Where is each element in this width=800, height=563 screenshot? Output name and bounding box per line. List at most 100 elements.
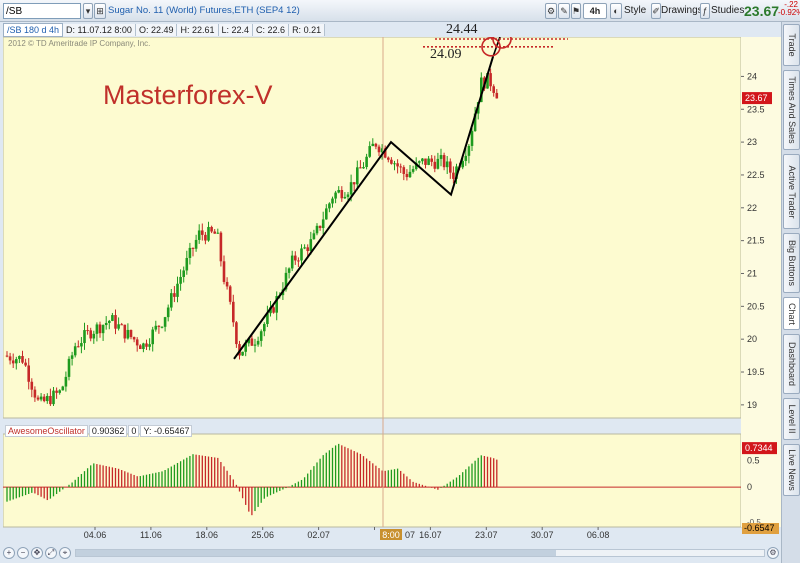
instrument-description: Sugar No. 11 (World) Futures,ETH (SEP4 1… <box>108 5 300 16</box>
osc-min-label: -0.6547 <box>744 523 775 533</box>
fit-icon[interactable]: ⤢ <box>45 547 57 559</box>
candle-body <box>232 301 235 323</box>
candle-body <box>442 155 446 168</box>
oscillator-pane <box>3 433 742 528</box>
candle-body <box>445 161 449 168</box>
candle-body <box>216 232 220 234</box>
candle-body <box>374 143 378 147</box>
studies-menu[interactable]: Studies <box>711 5 745 16</box>
candle-body <box>312 233 316 240</box>
chart-symbol-period[interactable]: /SB 180 d 4h <box>3 23 64 37</box>
drawings-menu[interactable]: Drawings <box>661 5 703 16</box>
tab-times-and-sales[interactable]: Times And Sales <box>783 70 800 150</box>
flag-icon[interactable]: ⚑ <box>571 3 581 19</box>
y-tick-label: 20 <box>747 334 757 344</box>
candle-body <box>157 325 161 327</box>
price-chart[interactable]: 19 19.5 20 20.5 21 21.5 22 22.5 23 23.5 24 23.67 04.… <box>3 37 781 542</box>
net-change-value: -.22 <box>784 0 798 9</box>
candle-body <box>163 317 167 327</box>
chart-info-bar: /SB 180 d 4h D: 11.07.12 8:00 O: 22.49 H: 2… <box>3 23 743 37</box>
copyright-text: 2012 © TD Ameritrade IP Company, Inc. <box>8 39 151 48</box>
drawings-icon[interactable]: ✐ <box>651 3 661 19</box>
style-menu[interactable]: Style <box>624 5 647 16</box>
candle-body <box>489 73 492 87</box>
candle-body <box>334 192 337 199</box>
tab-label: Big Buttons <box>786 239 797 287</box>
link-icon[interactable]: ⊞ <box>94 3 106 19</box>
candle-body <box>114 315 117 329</box>
candle-body <box>390 159 393 164</box>
crosshair-icon[interactable]: ⌖ <box>59 547 71 559</box>
pencil-icon[interactable]: ✎ <box>558 3 570 19</box>
scrollbar-thumb[interactable] <box>76 550 556 556</box>
tab-label: Chart <box>786 302 797 325</box>
candle-body <box>24 362 27 366</box>
tab-trade[interactable]: Trade <box>783 24 800 66</box>
tab-big-buttons[interactable]: Big Buttons <box>783 233 800 293</box>
candle-body <box>148 344 151 347</box>
x-tick-label: 06.08 <box>587 530 610 540</box>
symbol-input[interactable] <box>3 3 81 19</box>
candle-body <box>18 356 21 360</box>
candle-body <box>452 172 455 179</box>
candle-body <box>359 167 362 169</box>
candle-body <box>222 261 226 282</box>
candle-body <box>340 189 344 199</box>
tab-label: Live News <box>786 449 797 491</box>
candle-body <box>197 230 201 240</box>
zoom-out-icon[interactable]: − <box>17 547 29 559</box>
studies-icon[interactable]: ƒ <box>700 3 710 19</box>
candle-body <box>126 329 130 339</box>
candle-body <box>120 324 123 326</box>
settings-icon[interactable]: ⚙ <box>767 547 779 559</box>
style-icon[interactable]: ◐ <box>610 3 622 19</box>
candle-body <box>371 143 375 147</box>
candle-body <box>250 338 254 346</box>
candle-body <box>228 286 232 302</box>
upper-level-label: 24.44 <box>446 22 478 37</box>
tab-active-trader[interactable]: Active Trader <box>783 154 800 229</box>
last-price: 23.67 <box>744 3 780 19</box>
candle-body <box>433 161 437 169</box>
gear-icon[interactable]: ⚙ <box>545 3 557 19</box>
candle-body <box>492 86 495 93</box>
main-price-pane <box>3 37 742 419</box>
tab-live-news[interactable]: Live News <box>783 444 800 496</box>
y-tick-label: 20.5 <box>747 301 765 311</box>
candle-body <box>142 343 145 350</box>
candle-body <box>49 395 52 405</box>
last-price-badge-label: 23.67 <box>745 93 768 103</box>
tab-level-ii[interactable]: Level II <box>783 398 800 440</box>
candle-body <box>92 333 96 339</box>
osc-pane-bg <box>3 433 742 528</box>
oscillator-name[interactable]: AwesomeOscillator <box>5 425 88 437</box>
candle-body <box>387 157 390 160</box>
x-tick-label: 02.07 <box>307 530 330 540</box>
candle-body <box>405 173 409 178</box>
pan-icon[interactable]: ✥ <box>31 547 43 559</box>
upper-level-circle <box>492 37 512 49</box>
candle-body <box>182 270 185 277</box>
tab-chart[interactable]: Chart <box>783 297 800 330</box>
candle-body <box>33 389 37 398</box>
watermark-text: Masterforex-V <box>103 80 273 110</box>
pct-change-value: -0.92% <box>778 8 800 17</box>
candle-body <box>315 225 319 234</box>
candle-body <box>70 355 74 359</box>
candle-body <box>104 322 108 326</box>
candle-body <box>297 260 300 262</box>
candle-body <box>253 344 257 346</box>
candle-body <box>117 324 120 329</box>
candle-body <box>241 351 244 356</box>
horizontal-scrollbar[interactable] <box>75 549 765 557</box>
candle-body <box>356 167 359 185</box>
period-button[interactable]: 4h <box>583 3 607 19</box>
candle-body <box>21 356 24 363</box>
candle-body <box>194 239 198 249</box>
symbol-dropdown-icon[interactable]: ▾ <box>83 3 93 19</box>
oscillator-header: AwesomeOscillator 0.90362 0 Y: -0.65467 <box>5 425 193 437</box>
tab-label: Dashboard <box>786 341 797 387</box>
candle-body <box>430 158 433 162</box>
zoom-in-icon[interactable]: + <box>3 547 15 559</box>
tab-dashboard[interactable]: Dashboard <box>783 334 800 394</box>
